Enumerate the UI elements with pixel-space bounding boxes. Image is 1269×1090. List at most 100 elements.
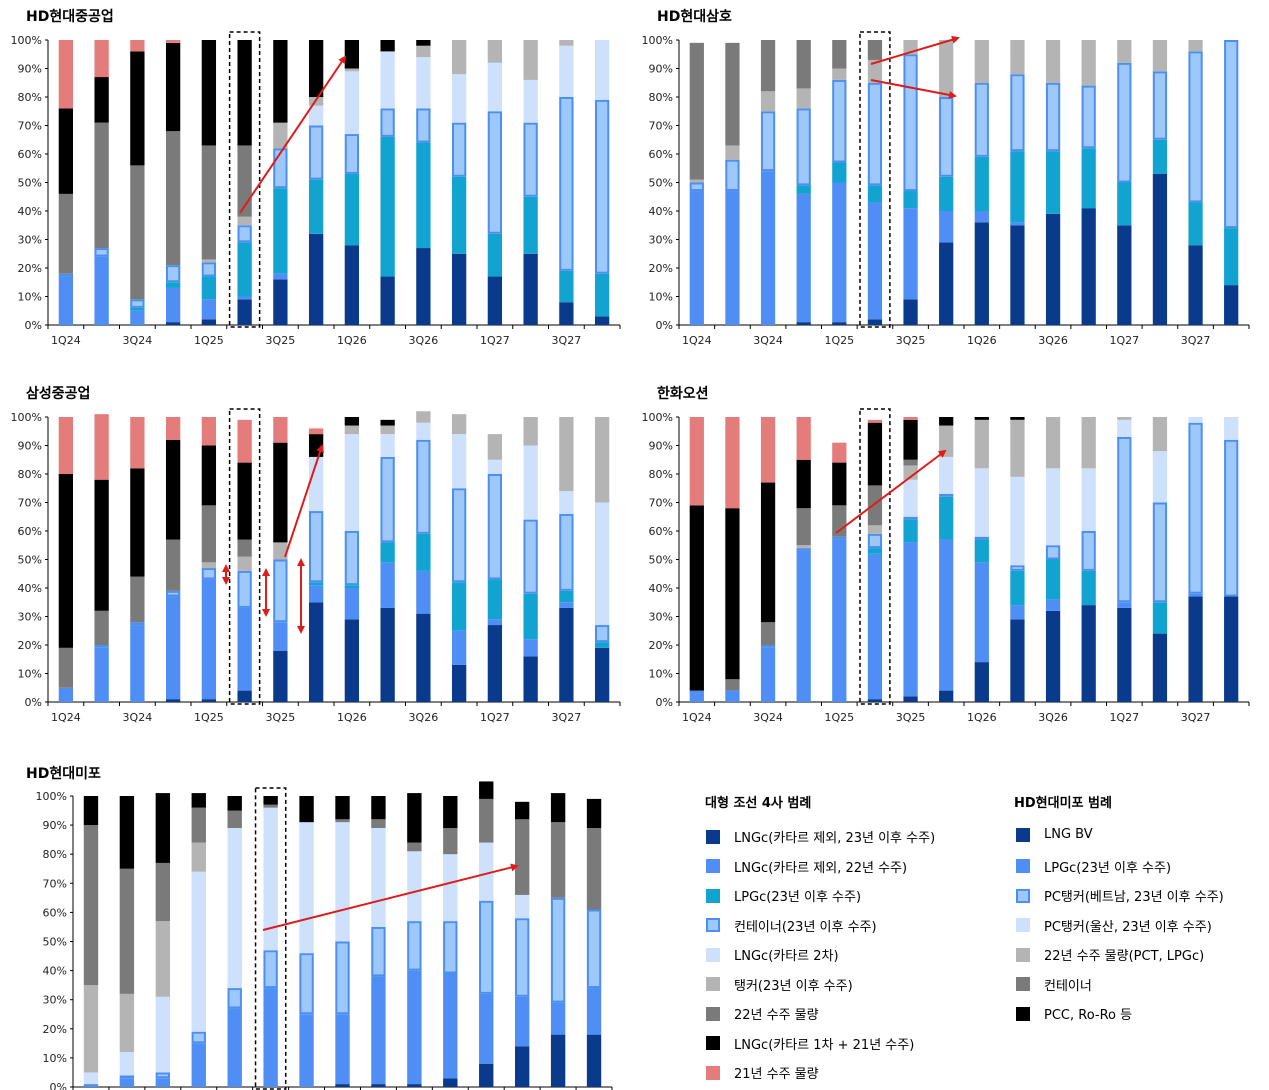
bar-segment-container: [974, 536, 989, 540]
bar-segment-lng_bv: [796, 322, 811, 325]
legend-item: PC탱커(베트남, 23년 이후 수주): [1016, 886, 1224, 905]
bar-segment-lngc_qatar2: [939, 456, 954, 494]
bar-segment-lngc_qatar1: [263, 796, 278, 805]
x-tick-label: 1Q24: [682, 334, 712, 347]
bar-segment-lngc_qatar2: [451, 74, 467, 123]
bar-segment-tanker: [380, 425, 395, 435]
bar-segment-tanker: [1081, 417, 1096, 469]
legend-swatch: [1016, 977, 1030, 991]
bar-segment-lngc_22: [867, 553, 883, 700]
bar-segment-container: [416, 108, 431, 143]
y-tick-label: 30%: [649, 611, 673, 624]
bar-segment-order22: [832, 40, 847, 69]
bar-segment-lngc_22: [237, 296, 252, 300]
y-tick-label: 0%: [50, 1081, 67, 1090]
bar-segment-lngc_qatar1: [443, 796, 458, 829]
bar-segment-lng_bv: [1081, 208, 1096, 325]
bar-segment-order22: [867, 40, 883, 60]
bar-segment-order21: [130, 417, 145, 469]
chart-title: HD현대중공업: [26, 9, 114, 25]
bar-segment-order22: [586, 828, 602, 910]
x-tick-label: 3Q24: [123, 711, 153, 724]
bar-segment-container: [1224, 439, 1239, 597]
bar-segment-tanker: [344, 425, 360, 435]
bar-segment-order21: [201, 417, 217, 446]
bar-segment-lng_bv: [1188, 596, 1203, 702]
bar-segment-lng_bv: [1152, 173, 1168, 325]
bar-segment-container: [559, 513, 574, 591]
legend-item: PCC, Ro-Ro 등: [1016, 1004, 1132, 1023]
bar-segment-lngc_22: [903, 542, 918, 697]
y-tick-label: 80%: [18, 91, 42, 104]
bar-segment-lpgc: [974, 539, 989, 563]
bar-segment-lngc_qatar1: [94, 77, 109, 123]
bar-segment-lngc_qatar1: [760, 482, 776, 623]
y-tick-label: 30%: [18, 234, 42, 247]
x-tick-label: 1Q26: [967, 334, 997, 347]
bar-segment-lng_bv: [1081, 605, 1096, 702]
chart-2: HD현대삼호 0% 10% 20% 30% 40% 50% 60% 70% 80% 90% 100% 1…: [642, 9, 1250, 347]
legend-item: LNGc(카타르 1차 + 21년 수주): [706, 1034, 914, 1053]
legend-item: 22년 수주 물량(PCT, LPGc): [1016, 945, 1204, 964]
bar-segment-order22: [201, 505, 217, 563]
bar-segment-order21: [165, 417, 181, 440]
bar-segment-lngc_22: [344, 588, 360, 620]
bar-segment-lngc_22: [760, 647, 776, 702]
bar-segment-tanker: [416, 45, 431, 58]
bar-segment-container: [380, 108, 395, 137]
bar-segment-order22: [725, 679, 740, 691]
bar-segment-lngc_22: [335, 1014, 350, 1085]
bar-segment-lng_bv: [201, 319, 217, 325]
y-tick-label: 10%: [43, 1052, 67, 1065]
x-tick-label: 3Q26: [409, 334, 439, 347]
bar-segment-container: [1081, 531, 1096, 571]
bar-segment-lng_bv: [416, 613, 431, 702]
bar-segment-lpgc: [237, 242, 252, 297]
legend-swatch: [1016, 947, 1030, 962]
y-tick-label: 70%: [18, 497, 42, 510]
bar-segment-container: [559, 97, 574, 271]
legend-swatch: [706, 947, 720, 962]
bar-segment-tanker: [344, 68, 360, 72]
bar-segment-lngc_qatar2: [487, 459, 503, 474]
bar-segment-container: [867, 533, 883, 549]
bar-segment-lng_bv: [1010, 225, 1025, 325]
bar-segment-container: [344, 531, 360, 586]
bar-segment-container: [939, 97, 954, 177]
bar-segment-lpgc: [796, 185, 811, 194]
bar-segment-lngc_qatar2: [523, 445, 538, 520]
bar-segment-lngc_qatar2: [523, 79, 538, 123]
bar-segment-lngc_qatar2: [1224, 417, 1239, 440]
bar-segment-order22: [83, 825, 99, 986]
y-tick-label: 0%: [25, 696, 42, 709]
bar-segment-lngc_qatar2: [487, 62, 503, 112]
red-arrow: [262, 863, 519, 931]
bar-segment-lngc_qatar2: [1188, 417, 1203, 423]
bar-segment-lngc_22: [155, 1078, 171, 1087]
y-tick-label: 40%: [649, 582, 673, 595]
bar-segment-tanker: [1152, 40, 1168, 72]
bar-segment-container: [273, 148, 288, 189]
bar-segment-container: [1188, 51, 1203, 203]
bar-segment-order21: [689, 417, 704, 506]
bar-segment-lngc_qatar1: [344, 417, 360, 426]
y-tick-label: 40%: [43, 965, 67, 978]
bar-segment-lngc_qatar2: [594, 40, 610, 100]
bar-segment-container: [94, 645, 109, 648]
bar-segment-lng_bv: [1117, 225, 1132, 325]
bar-segment-order22: [94, 122, 109, 249]
bar-segment-order22: [760, 622, 776, 645]
bar-segment-lpgc: [1045, 559, 1061, 600]
y-tick-label: 100%: [11, 411, 42, 424]
bar-segment-lngc_22: [273, 273, 288, 280]
bar-segment-tanker: [237, 556, 252, 571]
bar-segment-lng_bv: [237, 690, 252, 702]
bar-segment-lpgc: [201, 276, 217, 300]
bar-segment-lng_bv: [594, 316, 610, 325]
bar-segment-tanker: [1188, 40, 1203, 52]
bar-segment-container: [1045, 82, 1061, 152]
bar-segment-lng_bv: [586, 1034, 602, 1087]
x-tick-label: 1Q24: [51, 711, 81, 724]
bar-segment-container: [1224, 40, 1239, 229]
legend-item: LNGc(카타르 제외, 22년 수주): [706, 857, 907, 876]
